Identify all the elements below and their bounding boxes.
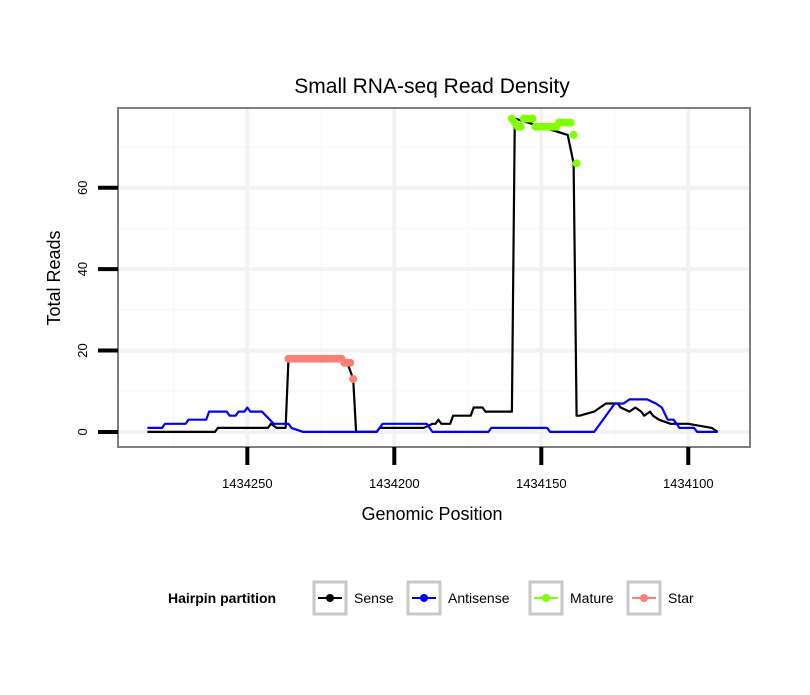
series-marks <box>147 114 719 433</box>
data-point-mature <box>566 118 575 127</box>
axes: 0 20 40 60 1434250 1434200 1434150 1434100 <box>75 181 714 491</box>
legend-title: Hairpin partition <box>168 590 276 606</box>
chart-title: Small RNA-seq Read Density <box>294 75 570 98</box>
x-tick-label: 1434100 <box>663 476 714 491</box>
data-point-star <box>346 358 355 367</box>
plot-panel <box>118 108 750 447</box>
legend-key-point <box>326 594 334 602</box>
legend-label: Sense <box>354 590 394 606</box>
x-tick-label: 1434200 <box>369 476 420 491</box>
legend-item-antisense: Antisense <box>406 580 510 616</box>
x-axis-label: Genomic Position <box>361 504 502 524</box>
legend-item-mature: Mature <box>528 580 614 616</box>
legend-item-sense: Sense <box>312 580 394 616</box>
y-tick-label: 0 <box>75 428 90 435</box>
plot-border <box>117 107 751 448</box>
y-axis-label: Total Reads <box>44 230 64 325</box>
legend-key-point <box>640 594 648 602</box>
x-tick-label: 1434150 <box>516 476 567 491</box>
y-tick-label: 60 <box>75 181 90 195</box>
legend: Hairpin partition Sense Antisense Mature St… <box>168 580 694 616</box>
legend-item-star: Star <box>626 580 694 616</box>
legend-label: Mature <box>570 590 614 606</box>
data-point-mature <box>528 114 537 123</box>
legend-label: Star <box>668 590 694 606</box>
data-point-mature <box>516 122 525 131</box>
data-point-star <box>349 375 358 384</box>
y-tick-label: 40 <box>75 262 90 276</box>
data-point-mature <box>572 159 581 168</box>
legend-key-point <box>542 594 550 602</box>
legend-key-point <box>420 594 428 602</box>
data-point-mature <box>569 130 578 139</box>
legend-label: Antisense <box>448 590 510 606</box>
x-tick-label: 1434250 <box>222 476 273 491</box>
y-tick-label: 20 <box>75 343 90 357</box>
series-line-antisense <box>147 398 718 433</box>
